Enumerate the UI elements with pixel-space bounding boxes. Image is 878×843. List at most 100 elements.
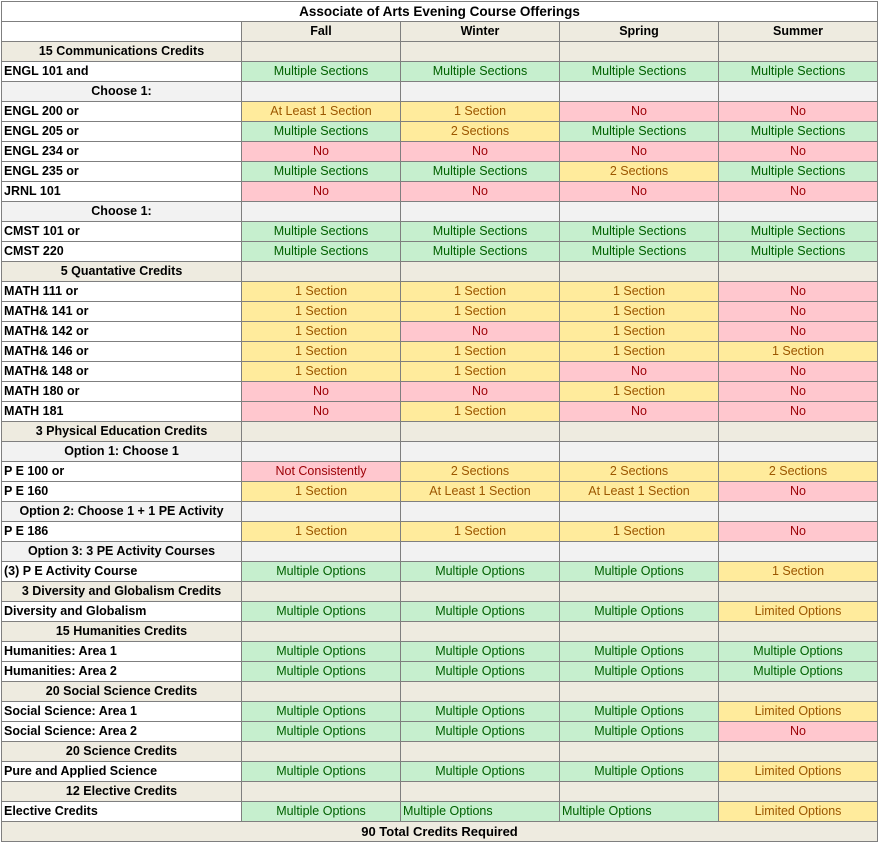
section-header-label[interactable]: 3 Diversity and Globalism Credits [1, 581, 242, 602]
summer-availability-cell[interactable]: Multiple Options [718, 661, 878, 682]
winter-availability-cell[interactable]: 1 Section [400, 521, 560, 542]
course-name[interactable]: ENGL 235 or [1, 161, 242, 182]
summer-availability-cell[interactable]: No [718, 721, 878, 742]
spring-availability-cell[interactable]: Multiple Options [559, 641, 719, 662]
course-name[interactable]: MATH 111 or [1, 281, 242, 302]
fall-availability-cell[interactable]: 1 Section [241, 301, 401, 322]
winter-availability-cell[interactable]: 2 Sections [400, 461, 560, 482]
summer-availability-cell[interactable]: Limited Options [718, 601, 878, 622]
winter-empty-cell[interactable] [400, 741, 560, 762]
fall-empty-cell[interactable] [241, 81, 401, 102]
course-name[interactable]: Humanities: Area 1 [1, 641, 242, 662]
winter-availability-cell[interactable]: Multiple Sections [400, 221, 560, 242]
column-header-winter[interactable]: Winter [400, 21, 560, 42]
course-name[interactable]: Pure and Applied Science [1, 761, 242, 782]
summer-empty-cell[interactable] [718, 621, 878, 642]
winter-availability-cell[interactable]: 1 Section [400, 341, 560, 362]
summer-availability-cell[interactable]: Limited Options [718, 761, 878, 782]
fall-empty-cell[interactable] [241, 201, 401, 222]
winter-availability-cell[interactable]: No [400, 141, 560, 162]
course-name[interactable]: MATH& 142 or [1, 321, 242, 342]
winter-availability-cell[interactable]: Multiple Options [400, 641, 560, 662]
winter-availability-cell[interactable]: 1 Section [400, 401, 560, 422]
course-name[interactable]: ENGL 234 or [1, 141, 242, 162]
fall-availability-cell[interactable]: Multiple Options [241, 801, 401, 822]
spring-empty-cell[interactable] [559, 581, 719, 602]
winter-empty-cell[interactable] [400, 81, 560, 102]
winter-availability-cell[interactable]: 2 Sections [400, 121, 560, 142]
fall-availability-cell[interactable]: 1 Section [241, 341, 401, 362]
fall-availability-cell[interactable]: 1 Section [241, 481, 401, 502]
summer-empty-cell[interactable] [718, 781, 878, 802]
spring-availability-cell[interactable]: Multiple Options [559, 721, 719, 742]
course-name[interactable]: MATH 181 [1, 401, 242, 422]
subsection-label[interactable]: Option 3: 3 PE Activity Courses [1, 541, 242, 562]
winter-empty-cell[interactable] [400, 421, 560, 442]
spring-availability-cell[interactable]: 1 Section [559, 301, 719, 322]
winter-empty-cell[interactable] [400, 41, 560, 62]
fall-empty-cell[interactable] [241, 581, 401, 602]
winter-empty-cell[interactable] [400, 621, 560, 642]
fall-availability-cell[interactable]: Multiple Options [241, 761, 401, 782]
winter-empty-cell[interactable] [400, 501, 560, 522]
spring-availability-cell[interactable]: 2 Sections [559, 161, 719, 182]
column-header-fall[interactable]: Fall [241, 21, 401, 42]
spring-availability-cell[interactable]: No [559, 401, 719, 422]
spring-availability-cell[interactable]: Multiple Sections [559, 121, 719, 142]
winter-availability-cell[interactable]: No [400, 381, 560, 402]
spring-empty-cell[interactable] [559, 261, 719, 282]
winter-availability-cell[interactable]: Multiple Sections [400, 241, 560, 262]
spring-empty-cell[interactable] [559, 41, 719, 62]
subsection-label[interactable]: Option 2: Choose 1 + 1 PE Activity [1, 501, 242, 522]
summer-availability-cell[interactable]: No [718, 321, 878, 342]
winter-empty-cell[interactable] [400, 541, 560, 562]
winter-availability-cell[interactable]: Multiple Sections [400, 61, 560, 82]
fall-availability-cell[interactable]: At Least 1 Section [241, 101, 401, 122]
summer-empty-cell[interactable] [718, 441, 878, 462]
fall-availability-cell[interactable]: Multiple Sections [241, 121, 401, 142]
winter-availability-cell[interactable]: 1 Section [400, 301, 560, 322]
winter-empty-cell[interactable] [400, 201, 560, 222]
fall-availability-cell[interactable]: No [241, 401, 401, 422]
subsection-label[interactable]: Option 1: Choose 1 [1, 441, 242, 462]
spring-availability-cell[interactable]: 1 Section [559, 281, 719, 302]
fall-availability-cell[interactable]: Multiple Options [241, 561, 401, 582]
winter-availability-cell[interactable]: 1 Section [400, 281, 560, 302]
fall-availability-cell[interactable]: Multiple Sections [241, 161, 401, 182]
course-name[interactable]: CMST 101 or [1, 221, 242, 242]
winter-availability-cell[interactable]: Multiple Options [400, 661, 560, 682]
course-name[interactable]: Social Science: Area 2 [1, 721, 242, 742]
fall-availability-cell[interactable]: Not Consistently [241, 461, 401, 482]
winter-empty-cell[interactable] [400, 441, 560, 462]
winter-empty-cell[interactable] [400, 261, 560, 282]
fall-empty-cell[interactable] [241, 741, 401, 762]
fall-availability-cell[interactable]: 1 Section [241, 281, 401, 302]
course-name[interactable]: ENGL 101 and [1, 61, 242, 82]
winter-availability-cell[interactable]: Multiple Options [400, 561, 560, 582]
section-header-label[interactable]: 5 Quantative Credits [1, 261, 242, 282]
summer-availability-cell[interactable]: No [718, 281, 878, 302]
summer-empty-cell[interactable] [718, 81, 878, 102]
fall-empty-cell[interactable] [241, 541, 401, 562]
summer-availability-cell[interactable]: No [718, 361, 878, 382]
fall-availability-cell[interactable]: Multiple Options [241, 641, 401, 662]
summer-availability-cell[interactable]: Multiple Options [718, 641, 878, 662]
summer-availability-cell[interactable]: No [718, 141, 878, 162]
spring-availability-cell[interactable]: Multiple Options [559, 761, 719, 782]
spring-availability-cell[interactable]: No [559, 181, 719, 202]
course-name[interactable]: JRNL 101 [1, 181, 242, 202]
spring-availability-cell[interactable]: Multiple Options [559, 661, 719, 682]
winter-empty-cell[interactable] [400, 681, 560, 702]
summer-availability-cell[interactable]: No [718, 181, 878, 202]
summer-availability-cell[interactable]: No [718, 381, 878, 402]
fall-empty-cell[interactable] [241, 41, 401, 62]
fall-empty-cell[interactable] [241, 421, 401, 442]
course-name[interactable]: ENGL 205 or [1, 121, 242, 142]
winter-availability-cell[interactable]: No [400, 321, 560, 342]
fall-empty-cell[interactable] [241, 501, 401, 522]
spring-availability-cell[interactable]: No [559, 101, 719, 122]
column-header-spring[interactable]: Spring [559, 21, 719, 42]
section-header-label[interactable]: 3 Physical Education Credits [1, 421, 242, 442]
section-header-label[interactable]: 15 Humanities Credits [1, 621, 242, 642]
spring-availability-cell[interactable]: Multiple Sections [559, 241, 719, 262]
